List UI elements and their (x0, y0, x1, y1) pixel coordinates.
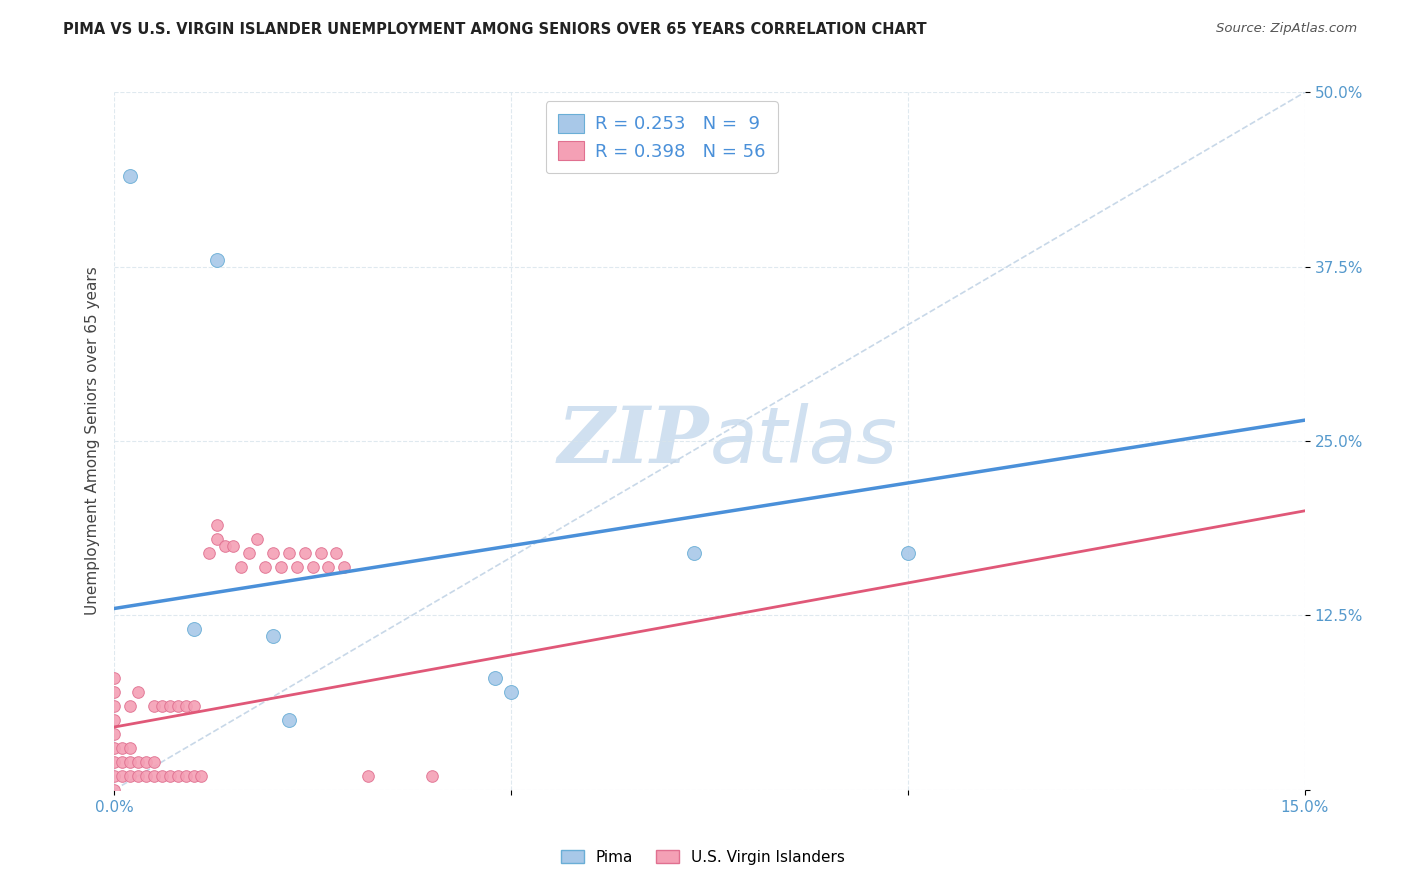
Point (270, 559, 292, 574)
Point (682, 546, 704, 560)
Point (142, 755, 165, 769)
Point (277, 546, 299, 560)
Point (103, 713, 125, 727)
Point (238, 546, 260, 560)
Point (207, 252, 229, 267)
Point (207, 532, 229, 546)
Point (120, 699, 142, 714)
Point (135, 769, 157, 783)
Point (214, 539, 236, 553)
Point (142, 769, 165, 783)
Point (111, 741, 134, 756)
Point (333, 559, 356, 574)
Point (103, 699, 125, 714)
Point (325, 546, 347, 560)
Point (309, 546, 332, 560)
Legend: Pima, U.S. Virgin Islanders: Pima, U.S. Virgin Islanders (554, 844, 852, 871)
Point (166, 769, 188, 783)
Point (103, 685, 125, 699)
Text: Source: ZipAtlas.com: Source: ZipAtlas.com (1216, 22, 1357, 36)
Point (183, 769, 205, 783)
Point (127, 769, 149, 783)
Text: atlas: atlas (710, 403, 897, 479)
Y-axis label: Unemployment Among Seniors over 65 years: Unemployment Among Seniors over 65 years (86, 267, 100, 615)
Point (277, 713, 299, 727)
Point (231, 559, 253, 574)
Point (897, 546, 920, 560)
Point (166, 699, 188, 714)
Point (357, 769, 380, 783)
Point (262, 546, 284, 560)
Point (103, 755, 125, 769)
Point (135, 755, 157, 769)
Point (183, 623, 205, 637)
Point (127, 685, 149, 699)
Point (198, 546, 221, 560)
Point (253, 559, 276, 574)
Point (150, 699, 173, 714)
Point (103, 727, 125, 741)
Point (103, 671, 125, 685)
Point (294, 546, 316, 560)
Point (318, 559, 340, 574)
Point (174, 699, 197, 714)
Point (120, 755, 142, 769)
Point (190, 769, 212, 783)
Point (246, 532, 269, 546)
Point (103, 741, 125, 756)
Point (120, 169, 142, 183)
Point (207, 517, 229, 532)
Point (159, 699, 181, 714)
Point (120, 769, 142, 783)
Point (127, 755, 149, 769)
Point (120, 741, 142, 756)
Point (174, 769, 197, 783)
Point (222, 539, 245, 553)
Point (111, 769, 134, 783)
Point (262, 629, 284, 643)
Point (103, 769, 125, 783)
Point (159, 769, 181, 783)
Point (285, 559, 308, 574)
Point (499, 685, 522, 699)
Point (301, 559, 323, 574)
Text: PIMA VS U.S. VIRGIN ISLANDER UNEMPLOYMENT AMONG SENIORS OVER 65 YEARS CORRELATIO: PIMA VS U.S. VIRGIN ISLANDER UNEMPLOYMEN… (63, 22, 927, 37)
Point (420, 769, 443, 783)
Point (150, 769, 173, 783)
Point (142, 699, 165, 714)
Point (111, 755, 134, 769)
Point (103, 782, 125, 797)
Legend: R = 0.253   N =  9, R = 0.398   N = 56: R = 0.253 N = 9, R = 0.398 N = 56 (546, 102, 778, 173)
Point (183, 699, 205, 714)
Text: ZIP: ZIP (558, 403, 710, 479)
Point (484, 671, 506, 685)
